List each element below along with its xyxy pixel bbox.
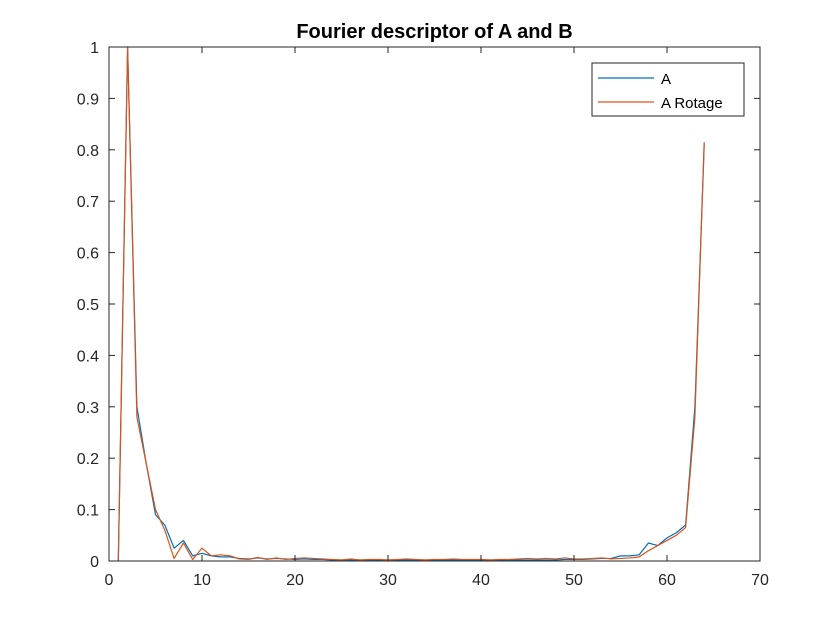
x-tick-label: 30	[379, 572, 397, 589]
x-tick-label: 0	[105, 572, 114, 589]
y-tick-label: 0.4	[77, 348, 99, 365]
y-tick-label: 0	[90, 554, 99, 571]
y-tick-label: 0.1	[77, 503, 99, 520]
chart-title: Fourier descriptor of A and B	[296, 21, 572, 43]
x-tick-label: 60	[658, 572, 676, 589]
y-tick-label: 0.5	[77, 297, 99, 314]
x-tick-label: 50	[565, 572, 583, 589]
x-tick-label: 40	[472, 572, 490, 589]
y-tick-label: 0.7	[77, 194, 99, 211]
y-tick-label: 0.8	[77, 143, 99, 160]
y-tick-label: 1	[90, 40, 99, 57]
y-tick-label: 0.9	[77, 91, 99, 108]
plot-area	[109, 47, 760, 561]
legend-box	[591, 62, 745, 117]
series-line-a-rotage	[117, 46, 705, 562]
y-tick-label: 0.3	[77, 400, 99, 417]
legend-label-a: A	[661, 71, 671, 88]
legend-label-a-rotage: A Rotage	[661, 95, 723, 112]
tick-layer: 0 10 20 30 40 50 60 70 0 0.1 0.2 0.3 0.4 0.5 0.6 0.7 0.8…	[77, 40, 769, 589]
x-tick-label: 70	[751, 572, 769, 589]
x-tick-label: 20	[286, 572, 304, 589]
y-tick-label: 0.2	[77, 451, 99, 468]
legend: A A Rotage	[591, 62, 745, 117]
x-tick-label: 10	[193, 572, 211, 589]
series-layer	[117, 46, 705, 562]
y-tick-label: 0.6	[77, 246, 99, 263]
